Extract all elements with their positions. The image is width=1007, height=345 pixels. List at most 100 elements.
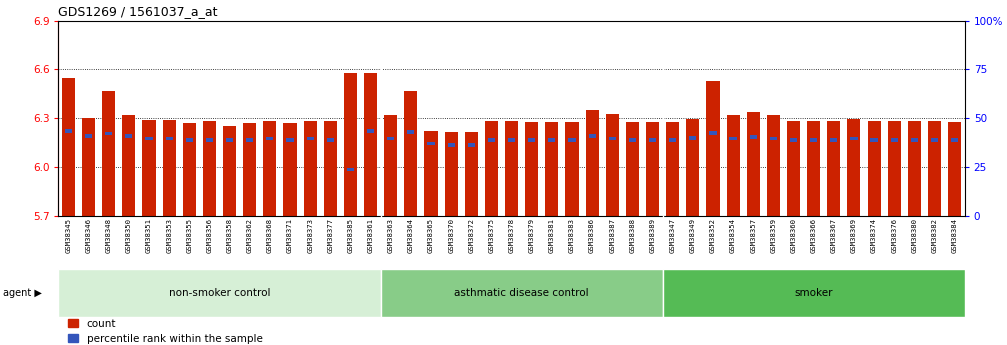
Bar (608, 137, 616, 140)
Bar (769, 137, 777, 140)
Text: GSM38380: GSM38380 (911, 218, 917, 253)
Text: GSM38377: GSM38377 (327, 218, 333, 253)
Bar (82, 118, 95, 216)
Bar (625, 122, 638, 216)
Text: GSM38366: GSM38366 (811, 218, 817, 253)
Text: GDS1269 / 1561037_a_at: GDS1269 / 1561037_a_at (58, 5, 218, 18)
Bar (667, 122, 679, 216)
Text: GSM38370: GSM38370 (448, 218, 454, 253)
Text: GSM38353: GSM38353 (166, 218, 172, 253)
Text: GSM38382: GSM38382 (931, 218, 938, 253)
Bar (867, 121, 880, 216)
Bar (687, 119, 700, 216)
Bar (707, 81, 719, 216)
Text: GSM38378: GSM38378 (509, 218, 515, 253)
Text: GSM38346: GSM38346 (86, 218, 92, 253)
Bar (145, 137, 153, 140)
Bar (367, 129, 375, 133)
Text: GSM38347: GSM38347 (670, 218, 676, 253)
Bar (304, 121, 316, 216)
Text: GSM38358: GSM38358 (227, 218, 233, 253)
Text: GSM38386: GSM38386 (589, 218, 595, 253)
Bar (125, 134, 133, 138)
Bar (808, 121, 820, 216)
Text: GSM38367: GSM38367 (831, 218, 837, 253)
Bar (506, 121, 518, 216)
Bar (61, 78, 75, 216)
Bar (326, 138, 334, 142)
Text: GSM38384: GSM38384 (952, 218, 958, 253)
Bar (306, 137, 314, 140)
Text: GSM38388: GSM38388 (629, 218, 635, 253)
Text: GSM38349: GSM38349 (690, 218, 696, 253)
Bar (224, 126, 236, 216)
Bar (447, 143, 455, 147)
Bar (850, 137, 858, 140)
Bar (949, 122, 961, 216)
Bar (528, 138, 536, 142)
Bar (910, 138, 918, 142)
Bar (323, 121, 336, 216)
Bar (485, 121, 497, 216)
Text: GSM38355: GSM38355 (186, 218, 192, 253)
Text: GSM38354: GSM38354 (730, 218, 736, 253)
Bar (246, 138, 254, 142)
Bar (927, 121, 941, 216)
Bar (588, 134, 596, 138)
Bar (526, 122, 538, 216)
Bar (726, 115, 739, 216)
Legend: count, percentile rank within the sample: count, percentile rank within the sample (63, 314, 267, 345)
Text: GSM38373: GSM38373 (307, 218, 313, 253)
Text: GSM38356: GSM38356 (206, 218, 212, 253)
Bar (789, 138, 798, 142)
Bar (568, 138, 576, 142)
Bar (729, 137, 737, 140)
Bar (203, 121, 217, 216)
Bar (709, 131, 717, 135)
FancyBboxPatch shape (381, 269, 663, 317)
Bar (143, 120, 155, 216)
Text: GSM38357: GSM38357 (750, 218, 756, 253)
Bar (465, 132, 477, 216)
Text: GSM38375: GSM38375 (488, 218, 494, 253)
Bar (749, 135, 757, 139)
Text: GSM38360: GSM38360 (790, 218, 797, 253)
Bar (244, 123, 257, 216)
Text: GSM38376: GSM38376 (891, 218, 897, 253)
Text: GSM38379: GSM38379 (529, 218, 535, 253)
Text: GSM38383: GSM38383 (569, 218, 575, 253)
Bar (870, 138, 878, 142)
Text: smoker: smoker (795, 288, 833, 298)
Bar (669, 138, 677, 142)
Bar (205, 138, 213, 142)
FancyBboxPatch shape (58, 269, 381, 317)
Bar (830, 138, 838, 142)
Text: GSM38374: GSM38374 (871, 218, 877, 253)
Bar (162, 120, 175, 216)
Bar (284, 123, 297, 216)
Bar (103, 90, 115, 216)
Text: GSM38362: GSM38362 (247, 218, 253, 253)
Text: asthmatic disease control: asthmatic disease control (454, 288, 589, 298)
Bar (930, 138, 939, 142)
Bar (646, 122, 659, 216)
Bar (847, 119, 860, 216)
Bar (344, 73, 357, 216)
Bar (286, 138, 294, 142)
Bar (888, 121, 900, 216)
Bar (787, 121, 800, 216)
Bar (64, 129, 73, 133)
Bar (105, 132, 113, 135)
Text: GSM38372: GSM38372 (468, 218, 474, 253)
Text: GSM38361: GSM38361 (368, 218, 374, 253)
Text: GSM38348: GSM38348 (106, 218, 112, 253)
Bar (183, 123, 195, 216)
Bar (405, 90, 417, 216)
Text: GSM38364: GSM38364 (408, 218, 414, 253)
Bar (586, 110, 598, 216)
Text: GSM38352: GSM38352 (710, 218, 716, 253)
Bar (606, 114, 618, 216)
Text: GSM38368: GSM38368 (267, 218, 273, 253)
Text: GSM38385: GSM38385 (347, 218, 353, 253)
Text: GSM38387: GSM38387 (609, 218, 615, 253)
